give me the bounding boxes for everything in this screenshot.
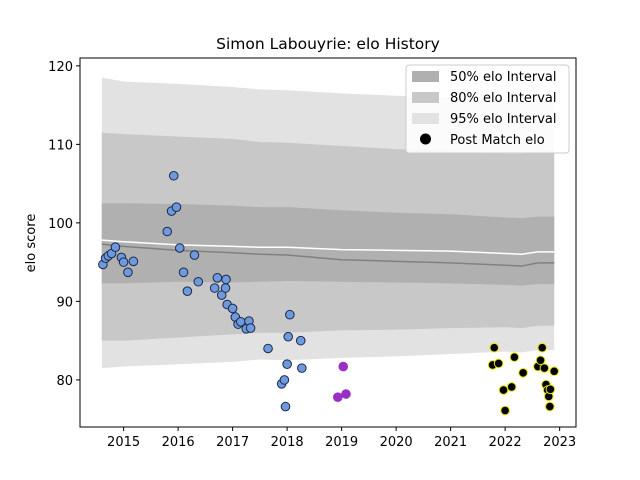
post-match-elo-point-blue [295, 335, 306, 346]
x-tick-label: 2023 [543, 435, 576, 450]
post-match-elo-point-blue [174, 243, 185, 253]
x-tick-label: 2017 [216, 435, 249, 450]
y-axis-label: elo score [24, 214, 39, 273]
post-match-elo-point-black [493, 358, 504, 369]
band-50-interval [101, 203, 555, 286]
x-tick-label: 2022 [489, 435, 522, 450]
post-match-elo-point-black [535, 355, 546, 366]
post-match-elo-point-blue [123, 267, 133, 278]
plot-frame [79, 57, 577, 428]
post-match-elo-point-blue [285, 309, 295, 320]
post-match-elo-point-black [506, 382, 517, 392]
y-axis: 80 90 100 110 120 [48, 60, 80, 389]
legend-swatch [412, 71, 439, 82]
post-match-elo-point-blue [283, 331, 294, 342]
x-tick-label: 2019 [325, 435, 358, 450]
post-match-elo-point-black [509, 352, 520, 362]
x-axis: 2015 2016 2017 2018 2019 2020 2021 2022 2023 [107, 427, 576, 450]
post-match-elo-point-blue [280, 401, 291, 412]
post-match-elo-point-blue [162, 226, 173, 237]
legend: 50% elo Interval 80% elo Interval 95% elo … [405, 64, 570, 154]
y-tick-label: 80 [56, 374, 73, 389]
post-match-elo-point-purple [338, 361, 349, 372]
post-match-elo-point-black [500, 405, 510, 416]
chart-title: Simon Labouyrie: elo History [216, 35, 440, 53]
y-tick-label: 90 [56, 295, 73, 310]
post-match-elo-point-black [498, 385, 509, 395]
legend-label: 95% elo Interval [450, 112, 557, 127]
y-tick-label: 120 [48, 60, 73, 75]
post-match-elo-point-blue [189, 250, 200, 260]
legend-marker [420, 133, 431, 145]
x-tick-label: 2015 [107, 435, 140, 450]
post-match-elo-point-blue [182, 286, 193, 296]
legend-swatch [412, 92, 439, 103]
post-match-elo-point-black [549, 366, 560, 377]
post-match-elo-point-blue [110, 242, 121, 253]
legend-label: 50% elo Interval [450, 70, 557, 85]
x-tick-label: 2016 [162, 435, 195, 450]
post-match-elo-point-purple [333, 392, 343, 402]
y-tick-label: 110 [48, 138, 73, 153]
post-match-elo-point-black [545, 384, 556, 395]
post-match-elo-point-black [545, 401, 555, 412]
post-match-elo-point-purple [341, 389, 351, 399]
post-match-elo-point-blue [263, 343, 273, 354]
post-match-elo-point-blue [168, 170, 179, 181]
y-tick-label: 100 [48, 217, 73, 232]
post-match-elo-point-blue [227, 303, 238, 314]
post-match-elo-point-blue [279, 375, 290, 385]
post-match-elo-point-blue [128, 256, 139, 267]
post-match-elo-point-blue [178, 267, 189, 278]
post-match-elo-point-black [518, 368, 528, 378]
post-match-elo-point-blue [282, 359, 292, 369]
x-tick-label: 2020 [380, 435, 413, 450]
legend-swatch [412, 113, 439, 124]
post-match-elo-point-black [537, 342, 548, 353]
post-match-elo-point-blue [220, 283, 231, 293]
post-match-elo-point-blue [245, 323, 256, 333]
x-tick-label: 2021 [434, 435, 467, 450]
legend-box [405, 64, 570, 154]
legend-label: Post Match elo [450, 133, 545, 148]
post-match-elo-point-blue [171, 202, 182, 212]
post-match-elo-point-blue [209, 283, 220, 293]
legend-label: 80% elo Interval [450, 91, 557, 106]
post-match-elo-point-blue [193, 276, 204, 287]
post-match-elo-point-blue [297, 363, 307, 373]
post-match-elo-point-blue [221, 274, 231, 285]
x-tick-label: 2018 [271, 435, 304, 450]
post-match-elo-point-blue [212, 273, 223, 283]
post-match-elo-point-blue [118, 257, 129, 267]
post-match-elo-point-black [489, 342, 500, 353]
post-match-elo-point-black [539, 363, 550, 373]
